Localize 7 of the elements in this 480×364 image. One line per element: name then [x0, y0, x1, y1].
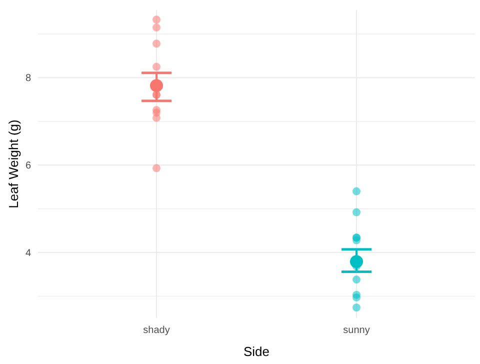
y-tick-label: 4 [25, 248, 32, 259]
x-axis-title: Side [243, 344, 270, 359]
y-axis-title: Leaf Weight (g) [6, 120, 21, 208]
x-tick-label: sunny [343, 325, 370, 336]
x-tick-label: shady [143, 325, 170, 336]
y-tick-label: 8 [25, 73, 32, 84]
y-tick-label: 6 [25, 160, 32, 172]
